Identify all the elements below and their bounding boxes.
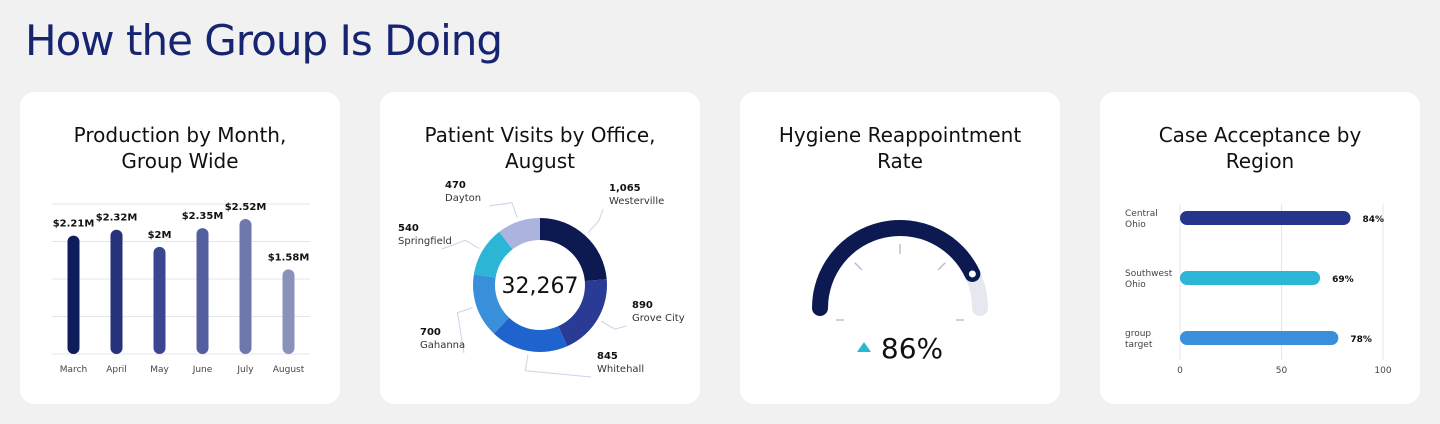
slice-name-label: Springfield — [398, 236, 452, 247]
bar-value-label: $1.58M — [268, 252, 310, 263]
donut-slice — [558, 279, 607, 347]
case-acceptance-card: Case Acceptance by Region 0 50 100 84% Centr… — [1100, 92, 1420, 404]
x-tick-label: May — [150, 365, 169, 375]
slice-leader-line — [488, 202, 518, 218]
donut-slice — [473, 274, 510, 334]
slice-value-label: 890 — [632, 300, 653, 311]
bar-value-label: $2M — [148, 230, 172, 241]
donut-slice — [493, 317, 568, 352]
bar-value-label: $2.21M — [53, 219, 95, 230]
y-tick-label: Southwest Ohio — [1125, 269, 1173, 290]
slice-leader-line — [524, 354, 592, 378]
bar — [110, 229, 123, 354]
gauge-fill — [812, 220, 981, 316]
slice-value-label: 470 — [445, 180, 466, 191]
gauge-tick — [937, 262, 946, 271]
bar — [1180, 211, 1351, 225]
patient-visits-card: Patient Visits by Office, August 32,267 1… — [380, 92, 700, 404]
bar — [1180, 271, 1321, 285]
slice-value-label: 1,065 — [609, 183, 641, 194]
page-title: How the Group Is Doing — [25, 16, 503, 65]
gauge-value-row: 86% — [740, 332, 1060, 365]
bar-value-label: $2.32M — [96, 213, 138, 224]
hygiene-title: Hygiene Reappointment Rate — [778, 123, 1022, 173]
gauge-indicator — [966, 268, 978, 280]
x-tick-label: July — [236, 365, 254, 375]
slice-name-label: Gahanna — [420, 340, 465, 351]
bar — [67, 235, 80, 354]
case-acceptance-title: Case Acceptance by Region — [1158, 123, 1362, 173]
x-tick-label: 0 — [1177, 366, 1183, 376]
x-tick-label: 50 — [1276, 366, 1288, 376]
patient-visits-title: Patient Visits by Office, August — [424, 123, 656, 173]
bar — [282, 269, 295, 354]
x-tick-label: June — [192, 365, 213, 375]
slice-leader-line — [587, 208, 604, 233]
case-acceptance-chart: 0 50 100 84% Central Ohio 69% Southwest Ohio 78% g… — [1125, 204, 1392, 376]
bar-value-label: 84% — [1363, 215, 1385, 225]
bar-value-label: 69% — [1332, 275, 1354, 285]
x-tick-label: April — [106, 365, 127, 375]
donut-slice — [499, 218, 540, 250]
slice-leader-line — [456, 307, 473, 354]
hygiene-card: Hygiene Reappointment Rate 86% — [740, 92, 1060, 404]
donut-center-total: 32,267 — [502, 274, 579, 299]
slice-value-label: 700 — [420, 327, 441, 338]
gauge-tick — [854, 262, 863, 271]
slice-value-label: 540 — [398, 223, 419, 234]
slice-name-label: Westerville — [609, 196, 664, 207]
x-tick-label: March — [60, 365, 87, 375]
gauge-value: 86% — [880, 332, 944, 365]
x-tick-label: 100 — [1374, 366, 1391, 376]
donut-slice — [473, 231, 513, 278]
patient-visits-chart: 32,267 1,065 Westerville 890 Grove City 845 Wh… — [398, 180, 685, 378]
donut-slice — [540, 218, 607, 282]
y-tick-label: Central Ohio — [1125, 209, 1158, 230]
bar — [153, 246, 166, 354]
bar-value-label: $2.35M — [182, 211, 224, 222]
bar-value-label: 78% — [1350, 335, 1372, 345]
trend-up-icon — [856, 342, 871, 352]
bar — [1180, 331, 1339, 345]
x-tick-label: August — [273, 365, 305, 375]
bar — [239, 219, 252, 354]
slice-name-label: Whitehall — [597, 364, 644, 375]
slice-leader-line — [600, 320, 627, 330]
slice-name-label: Dayton — [445, 193, 481, 204]
bar — [196, 228, 209, 354]
bar-value-label: $2.52M — [225, 202, 267, 213]
production-title: Production by Month, Group Wide — [73, 123, 287, 173]
slice-value-label: 845 — [597, 351, 618, 362]
slice-name-label: Grove City — [632, 313, 685, 324]
hygiene-gauge — [812, 220, 988, 321]
production-card: Production by Month, Group Wide $2.21M Ma… — [20, 92, 340, 404]
slice-leader-line — [441, 239, 480, 250]
y-tick-label: group target — [1125, 329, 1153, 350]
production-chart: $2.21M March $2.32M April $2M May $2.35M June $2… — [52, 202, 310, 375]
